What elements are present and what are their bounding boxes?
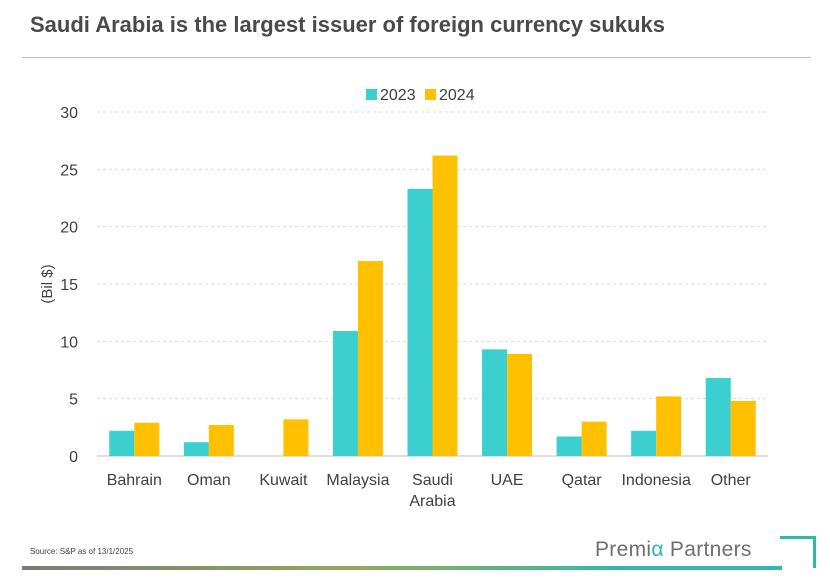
footer-gradient-stripe: [22, 566, 782, 570]
y-tick-label: 15: [60, 277, 78, 294]
bar-2023-qatar: [556, 436, 582, 456]
x-tick-label: Saudi Arabia: [409, 472, 455, 510]
x-tick-label: Bahrain: [107, 472, 162, 489]
x-tick-label: Other: [711, 472, 752, 489]
y-tick-label: 25: [60, 162, 78, 179]
bar-2023-saudi-arabia: [407, 188, 433, 456]
x-tick-label-line: Kuwait: [259, 472, 308, 489]
corner-bracket-decoration: [780, 536, 816, 568]
bar-2024-indonesia: [656, 396, 682, 456]
y-tick-label: 10: [60, 334, 78, 351]
legend-swatch-2023: [366, 89, 377, 100]
bar-2024-oman: [208, 425, 234, 456]
source-note: Source: S&P as of 13/1/2025: [30, 547, 134, 556]
y-tick-label: 0: [69, 449, 78, 466]
brand-logo: Premiα Partners: [595, 538, 752, 562]
bar-2024-other: [730, 400, 756, 456]
brand-prefix: Premi: [595, 538, 652, 561]
y-axis-label: (Bil $): [39, 264, 56, 303]
x-tick-label: Oman: [187, 472, 231, 489]
x-tick-label-line: Arabia: [409, 493, 455, 510]
x-tick-label-line: Qatar: [562, 472, 603, 489]
x-tick-label: Indonesia: [621, 472, 690, 489]
x-tick-label-line: Bahrain: [107, 472, 162, 489]
x-tick-label: Malaysia: [326, 472, 389, 489]
legend-label-2024: 2024: [439, 87, 475, 104]
bar-2024-bahrain: [134, 422, 160, 456]
x-tick-label-line: Oman: [187, 472, 231, 489]
x-tick-label: Qatar: [562, 472, 603, 489]
bar-2024-malaysia: [357, 261, 383, 456]
x-tick-label-line: Saudi: [412, 472, 453, 489]
legend-swatch-2024: [425, 89, 436, 100]
x-tick-label: Kuwait: [259, 472, 308, 489]
bar-2023-bahrain: [109, 430, 135, 456]
bar-2024-kuwait: [283, 419, 309, 456]
x-tick-label-line: Indonesia: [621, 472, 690, 489]
x-tick-label-line: Other: [711, 472, 752, 489]
y-tick-label: 20: [60, 220, 78, 237]
y-tick-label: 30: [60, 105, 78, 122]
bar-2023-oman: [183, 442, 209, 456]
x-tick-label: UAE: [491, 472, 524, 489]
bar-chart: 0 5 10 15 20 25 30 (Bil $) Bahrain Oman Kuwait Mala…: [39, 87, 768, 510]
bar-2024-saudi-arabia: [432, 155, 458, 456]
x-tick-label-line: UAE: [491, 472, 524, 489]
legend-label-2023: 2023: [380, 87, 416, 104]
brand-alpha: α: [651, 538, 664, 561]
bar-2023-indonesia: [631, 430, 657, 456]
bar-2023-other: [705, 378, 731, 456]
bar-2023-uae: [482, 349, 508, 456]
y-tick-label: 5: [69, 392, 78, 409]
bar-2024-qatar: [581, 421, 607, 456]
brand-suffix: Partners: [663, 538, 752, 561]
x-tick-label-line: Malaysia: [326, 472, 389, 489]
page-title: Saudi Arabia is the largest issuer of fo…: [30, 12, 665, 37]
bar-2024-uae: [507, 353, 533, 456]
title-divider: [22, 57, 811, 58]
bar-2023-malaysia: [332, 331, 358, 456]
